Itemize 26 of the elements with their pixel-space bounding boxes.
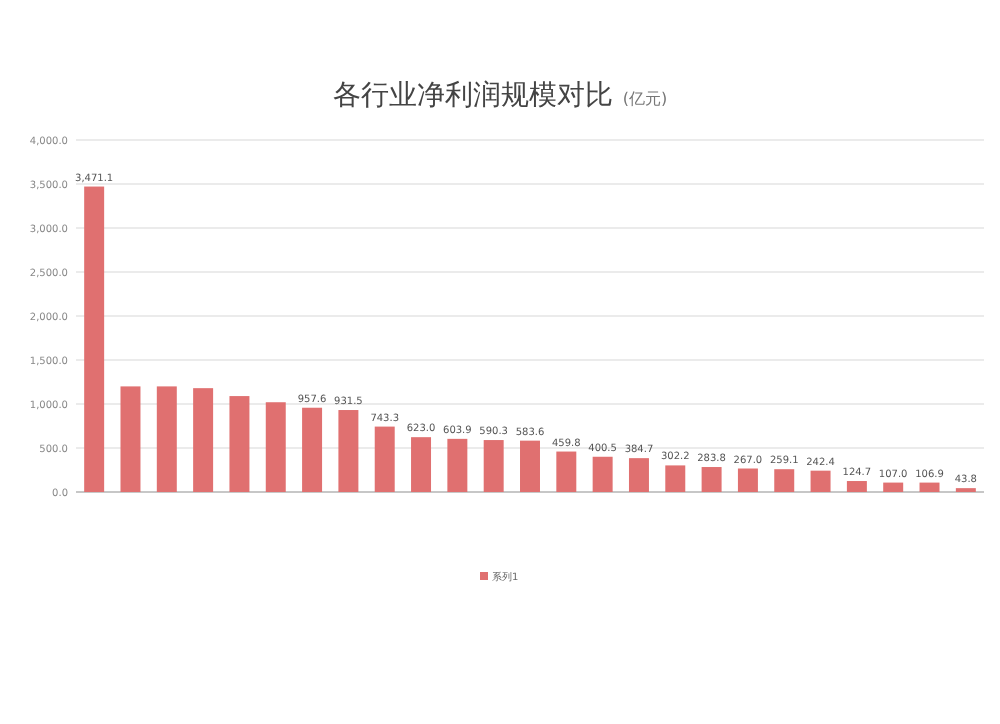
bar <box>665 465 686 492</box>
bar <box>193 388 214 492</box>
bar <box>120 386 141 492</box>
bar <box>483 440 504 492</box>
bar <box>338 410 359 492</box>
bar <box>411 437 432 492</box>
bar <box>737 468 758 492</box>
bar <box>846 481 867 492</box>
chart-subtitle: (亿元) <box>622 90 668 108</box>
bar <box>883 482 904 492</box>
bar <box>84 186 105 492</box>
bar <box>156 386 177 492</box>
bar <box>520 440 540 492</box>
bar <box>810 470 831 492</box>
bar <box>447 438 468 492</box>
chart-title: 各行业净利润规模对比 <box>332 80 613 112</box>
bar <box>302 407 323 492</box>
bar <box>701 467 722 492</box>
bar <box>556 451 577 492</box>
bar <box>265 402 286 492</box>
bar <box>919 482 940 492</box>
bar <box>628 458 649 492</box>
bar <box>592 456 613 492</box>
bar <box>774 469 795 492</box>
bar <box>374 426 395 492</box>
bar <box>229 396 250 492</box>
